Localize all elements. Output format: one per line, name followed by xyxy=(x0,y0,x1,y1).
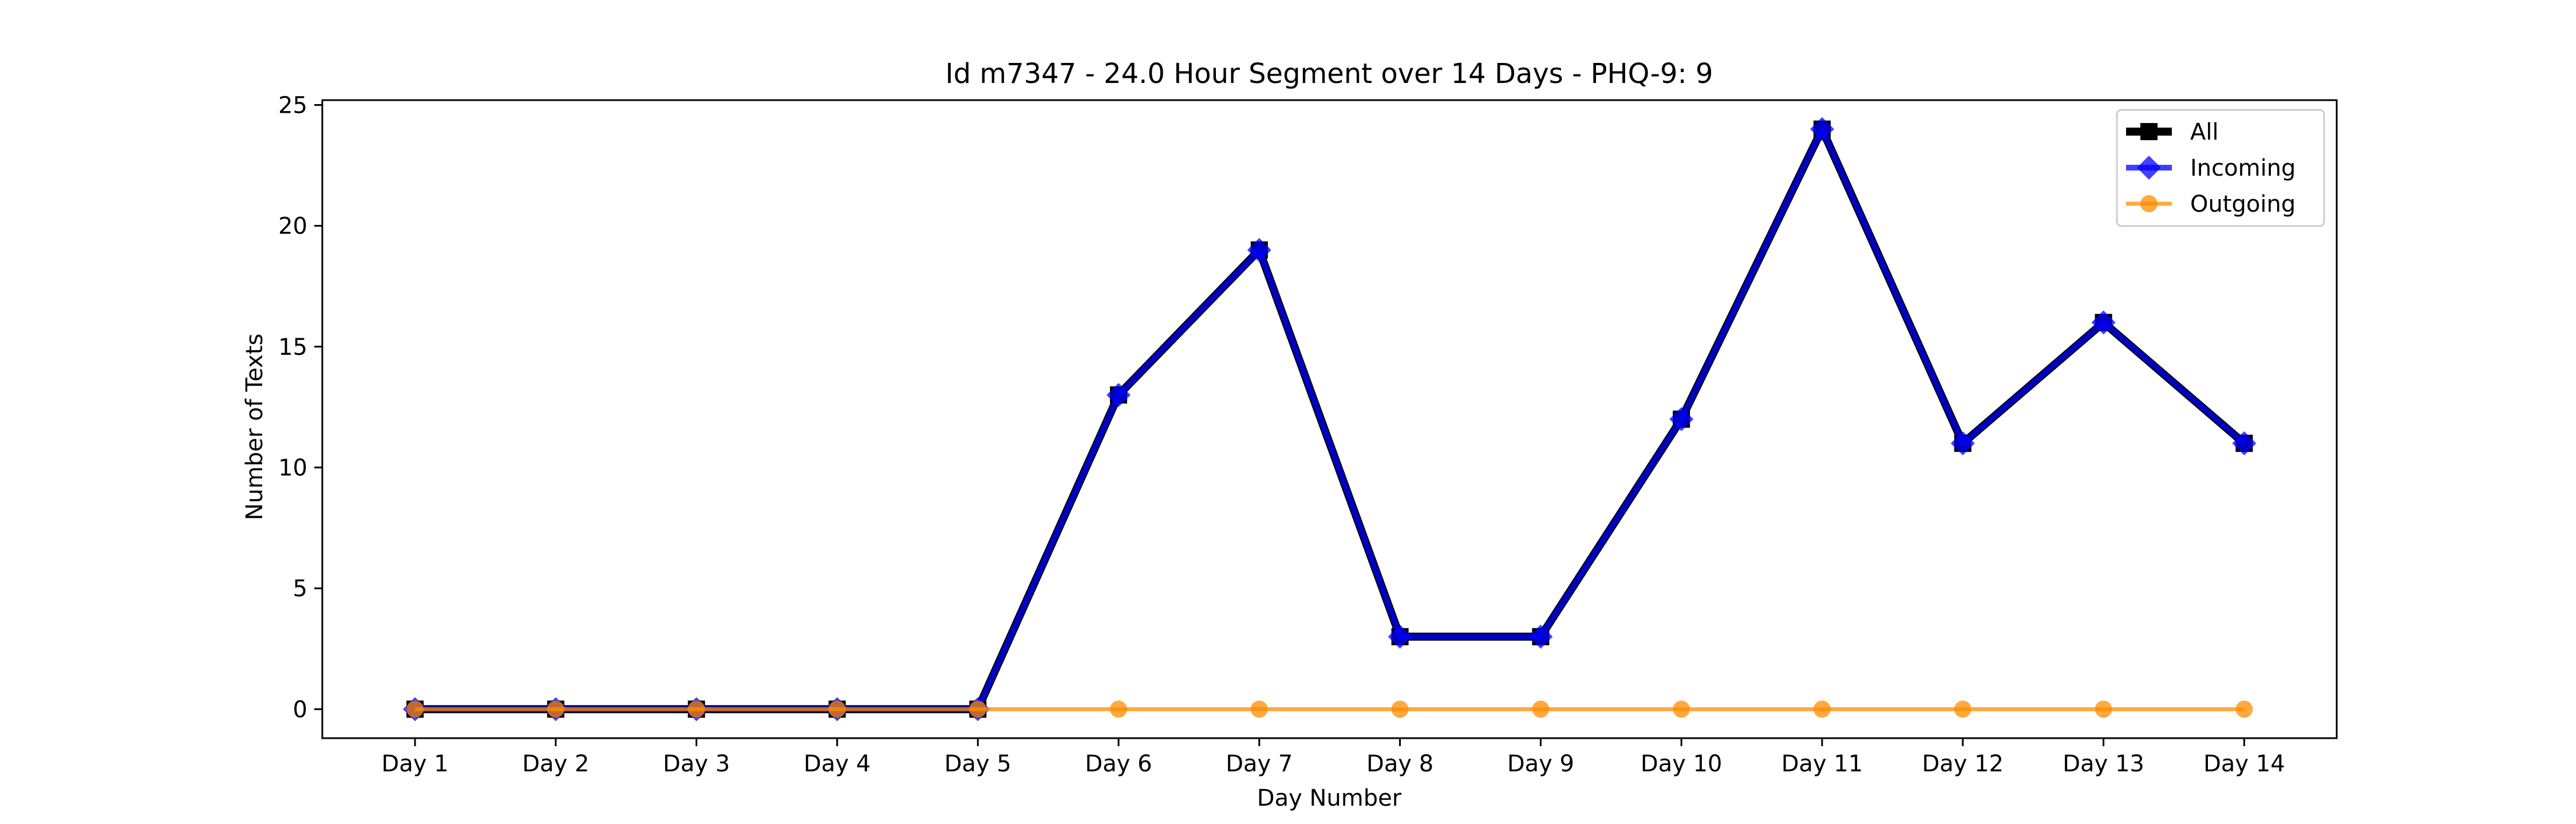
data-point-outgoing xyxy=(547,700,564,718)
legend-item-all: All xyxy=(2126,119,2219,145)
data-point-incoming xyxy=(1528,624,1553,649)
x-tick-label: Day 2 xyxy=(522,751,589,777)
x-tick-label: Day 1 xyxy=(381,751,448,777)
x-tick-label: Day 10 xyxy=(1641,751,1722,777)
chart-title: Id m7347 - 24.0 Hour Segment over 14 Day… xyxy=(945,58,1713,90)
legend: All Incoming Outgoing xyxy=(2116,109,2325,227)
data-point-outgoing xyxy=(406,700,424,718)
y-tick-label: 25 xyxy=(278,92,307,118)
data-point-incoming xyxy=(1388,624,1412,649)
data-point-incoming xyxy=(2232,431,2257,455)
data-point-outgoing xyxy=(688,700,705,718)
x-axis-label: Day Number xyxy=(1257,785,1402,811)
legend-label: Incoming xyxy=(2190,155,2296,181)
y-tick-label: 10 xyxy=(278,455,307,481)
legend-box xyxy=(2116,109,2325,227)
y-tick-label: 0 xyxy=(293,696,307,723)
y-axis-label: Number of Texts xyxy=(242,334,268,520)
legend-item-incoming: Incoming xyxy=(2126,155,2296,181)
data-point-outgoing xyxy=(1110,700,1127,718)
data-point-incoming xyxy=(2091,310,2116,335)
y-tick-label: 5 xyxy=(293,576,307,602)
x-tick-label: Day 9 xyxy=(1507,751,1574,777)
data-point-outgoing xyxy=(2235,700,2253,718)
legend-item-outgoing: Outgoing xyxy=(2126,191,2296,217)
series-line-all xyxy=(415,125,2247,714)
plot-frame xyxy=(321,99,2338,739)
data-point-incoming xyxy=(1669,407,1694,431)
data-point-outgoing xyxy=(1391,700,1409,718)
legend-label: All xyxy=(2190,119,2219,145)
legend-marker xyxy=(2137,156,2161,180)
x-tick-label: Day 3 xyxy=(663,751,730,777)
series-outgoing xyxy=(406,700,2253,718)
x-tick-label: Day 11 xyxy=(1781,751,1863,777)
legend-label: Outgoing xyxy=(2190,191,2296,217)
data-point-incoming xyxy=(1107,383,1131,407)
legend-marker xyxy=(2140,195,2158,212)
data-point-outgoing xyxy=(828,700,846,718)
data-point-incoming xyxy=(1810,117,1834,141)
series-layer xyxy=(403,117,2257,722)
series-all xyxy=(406,120,2253,718)
x-tick-label: Day 12 xyxy=(1922,751,2004,777)
data-point-outgoing xyxy=(1954,700,1971,718)
x-tick-label: Day 6 xyxy=(1085,751,1152,777)
axes-layer: 0 5 10 15 20 25 Day 1 Day 2 Day 3 Day 4 Day 5 Day 6… xyxy=(278,92,2338,777)
legend-marker xyxy=(2140,123,2158,140)
data-point-outgoing xyxy=(1250,700,1268,718)
x-tick-label: Day 14 xyxy=(2203,751,2285,777)
x-tick-label: Day 7 xyxy=(1226,751,1293,777)
y-tick-label: 20 xyxy=(278,213,307,240)
y-tick-label: 15 xyxy=(278,334,307,360)
series-line-incoming xyxy=(415,126,2246,712)
x-tick-label: Day 8 xyxy=(1366,751,1433,777)
data-point-incoming xyxy=(1247,237,1271,262)
data-point-outgoing xyxy=(1814,700,1831,718)
series-incoming xyxy=(403,117,2257,722)
x-tick-label: Day 13 xyxy=(2063,751,2144,777)
data-point-outgoing xyxy=(1673,700,1690,718)
x-tick-label: Day 4 xyxy=(804,751,871,777)
data-point-outgoing xyxy=(969,700,987,718)
data-point-incoming xyxy=(1950,431,1975,455)
x-tick-label: Day 5 xyxy=(945,751,1012,777)
data-point-outgoing xyxy=(2095,700,2112,718)
data-point-outgoing xyxy=(1532,700,1550,718)
